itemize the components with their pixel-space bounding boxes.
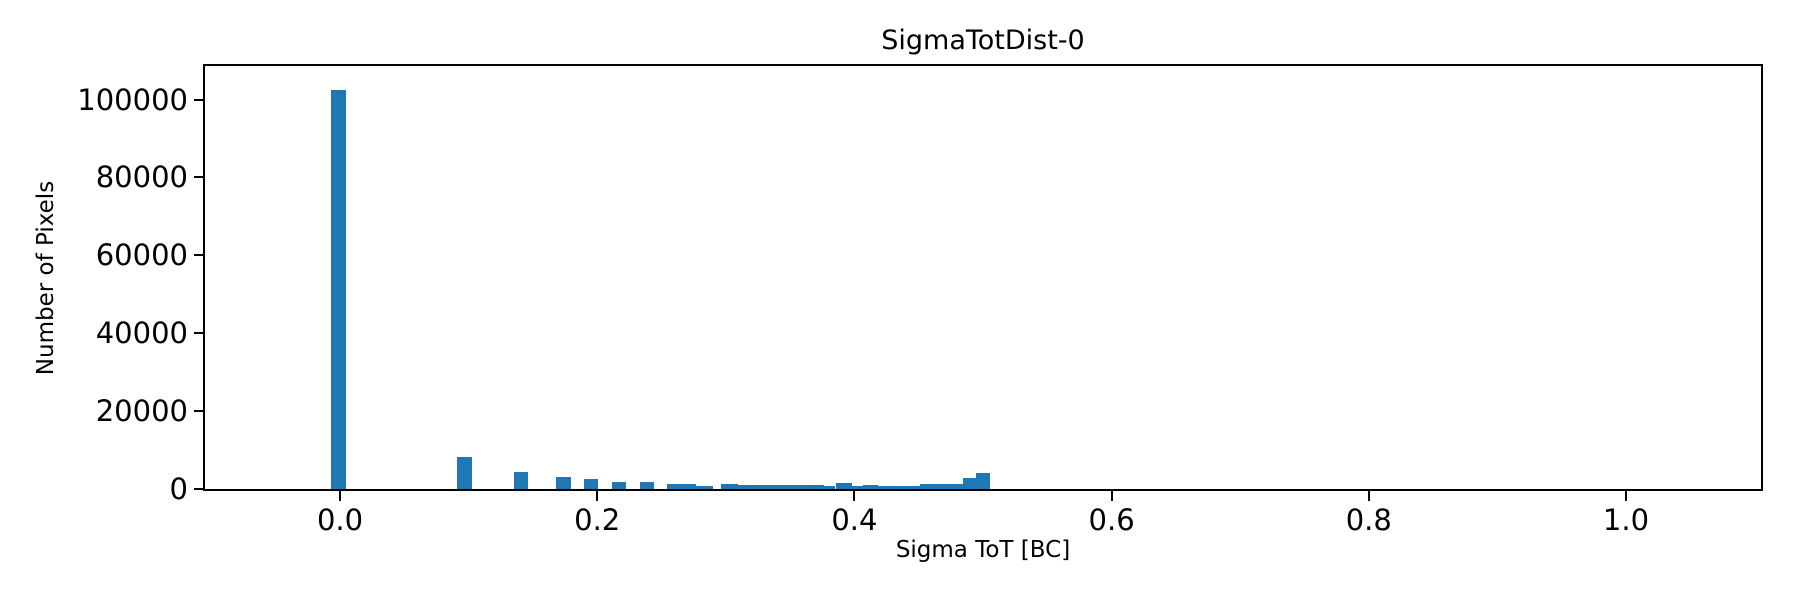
y-tick-mark <box>194 98 203 101</box>
histogram-bar <box>612 481 627 489</box>
x-tick-mark <box>1624 491 1627 501</box>
histogram-bar <box>892 485 921 489</box>
y-tick-label: 60000 <box>95 238 188 273</box>
histogram-bar <box>920 483 953 489</box>
x-tick-label: 0.2 <box>574 503 621 537</box>
plot-area <box>203 64 1763 491</box>
y-tick-label: 80000 <box>95 160 188 195</box>
y-tick-label: 0 <box>169 472 188 506</box>
histogram-bar <box>737 485 824 489</box>
histogram-bar <box>852 485 864 489</box>
histogram-bar <box>963 478 977 489</box>
y-tick-mark <box>194 254 203 257</box>
histogram-bar <box>952 483 964 489</box>
x-tick-label: 0.4 <box>831 503 878 537</box>
histogram-bar <box>331 89 347 489</box>
histogram-bar <box>640 482 655 489</box>
y-tick-mark <box>194 488 203 490</box>
histogram-bar <box>863 484 879 489</box>
histogram-bar <box>456 457 472 489</box>
y-tick-label: 100000 <box>77 82 188 117</box>
x-tick-label: 1.0 <box>1602 503 1650 537</box>
histogram-bar <box>878 486 893 489</box>
x-tick-mark <box>1110 491 1113 501</box>
x-tick-mark <box>596 491 599 501</box>
x-tick-mark <box>1367 491 1370 501</box>
y-tick-mark <box>194 176 203 179</box>
histogram-bar <box>823 485 836 489</box>
y-tick-mark <box>194 332 203 335</box>
x-tick-label: 0.6 <box>1088 503 1135 537</box>
x-tick-label: 0.8 <box>1345 503 1392 537</box>
histogram-bar <box>720 484 738 489</box>
x-tick-mark <box>853 491 856 501</box>
chart-title: SigmaTotDist-0 <box>881 25 1085 56</box>
x-tick-label: 0.0 <box>316 503 364 537</box>
y-tick-label: 40000 <box>95 316 188 351</box>
histogram-bar <box>695 485 713 489</box>
histogram-bar <box>667 484 696 489</box>
histogram-bar <box>513 471 529 489</box>
y-tick-label: 20000 <box>95 394 188 429</box>
histogram-bar <box>584 479 599 489</box>
y-tick-mark <box>194 410 203 413</box>
x-axis-label: Sigma ToT [BC] <box>895 537 1071 563</box>
histogram-bar <box>835 483 853 489</box>
histogram-bar <box>556 477 572 489</box>
x-tick-mark <box>339 491 342 501</box>
histogram-bar <box>976 472 990 489</box>
